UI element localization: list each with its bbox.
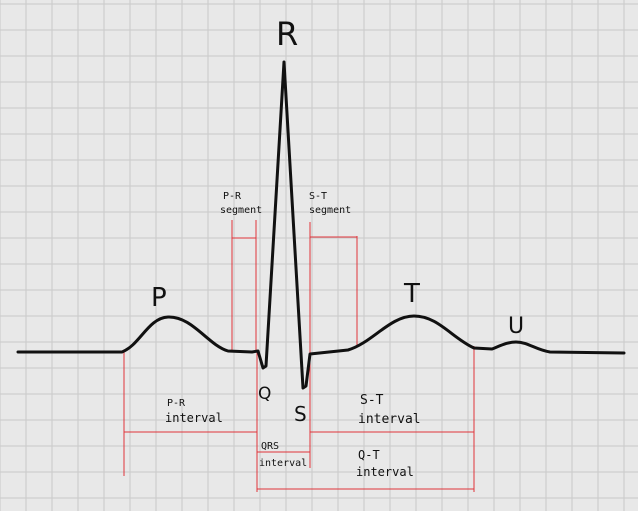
label-qrs-interval-line2: interval xyxy=(259,458,307,469)
label-t-wave: T xyxy=(403,279,420,309)
label-st-segment-line2: segment xyxy=(309,205,351,216)
label-qt-interval-line1: Q-T xyxy=(358,448,380,462)
label-p-wave: P xyxy=(151,283,167,313)
label-qt-interval-line2: interval xyxy=(356,465,414,479)
label-st-interval-line2: interval xyxy=(358,412,421,427)
label-s-wave: S xyxy=(294,402,307,426)
label-pr-segment-line1: P-R xyxy=(223,191,242,202)
label-st-segment-line1: S-T xyxy=(309,191,327,202)
label-pr-interval-line1: P-R xyxy=(167,398,186,409)
label-pr-interval-line2: interval xyxy=(165,411,223,425)
label-st-interval-line1: S-T xyxy=(360,393,384,408)
label-pr-segment-line2: segment xyxy=(220,205,262,216)
label-qrs-interval-line1: QRS xyxy=(261,441,279,452)
ecg-trace xyxy=(16,60,626,390)
label-r-wave: R xyxy=(276,15,298,53)
label-u-wave: U xyxy=(508,314,524,339)
marker-lines xyxy=(123,220,475,492)
label-q-wave: Q xyxy=(258,384,271,404)
